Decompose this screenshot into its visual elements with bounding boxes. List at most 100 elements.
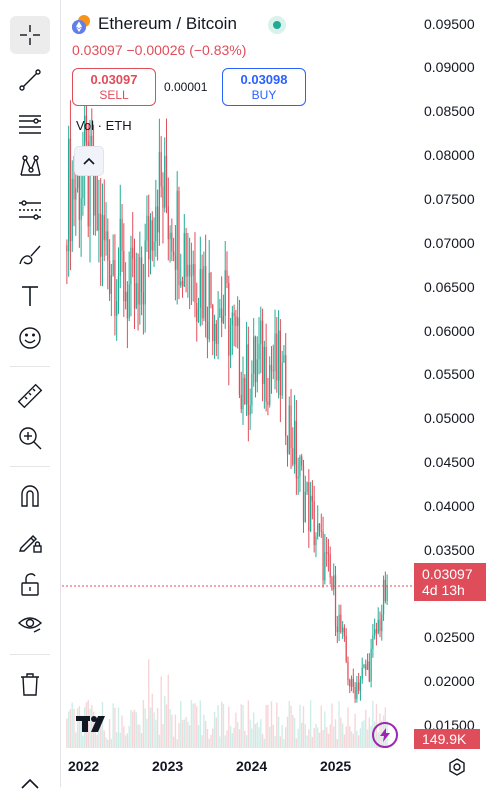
crosshair-icon[interactable] bbox=[10, 16, 50, 54]
candle-body bbox=[361, 667, 363, 680]
chevron-up-icon[interactable] bbox=[8, 764, 52, 800]
forecast-icon[interactable] bbox=[8, 192, 52, 228]
candle-body bbox=[130, 247, 132, 285]
sell-price: 0.03097 bbox=[90, 72, 138, 87]
candle-body bbox=[242, 377, 244, 410]
volume-bar bbox=[146, 718, 148, 748]
candle-body bbox=[162, 186, 164, 208]
price-tick: 0.07000 bbox=[424, 234, 475, 251]
time-tick: 2023 bbox=[152, 758, 184, 774]
candle-body bbox=[69, 138, 72, 242]
volume-bar bbox=[91, 705, 93, 748]
volume-bar bbox=[324, 711, 326, 748]
candle-body bbox=[302, 465, 305, 523]
volume-bar bbox=[331, 703, 333, 748]
candle-body bbox=[343, 627, 346, 636]
lock-drawing-icon[interactable] bbox=[8, 522, 52, 558]
candle-body bbox=[217, 317, 219, 344]
trash-icon[interactable] bbox=[8, 666, 52, 702]
volume-bar bbox=[293, 717, 296, 748]
volume-bar bbox=[260, 719, 262, 748]
brush-icon[interactable] bbox=[8, 236, 52, 272]
volume-bar bbox=[343, 734, 346, 748]
volume-bar bbox=[78, 706, 81, 748]
volume-bar bbox=[256, 722, 258, 748]
volume-bar bbox=[302, 706, 305, 748]
volume-bar bbox=[370, 725, 372, 748]
price-tick: 0.02000 bbox=[424, 673, 475, 690]
price-tick: 0.04000 bbox=[424, 497, 475, 514]
volume-bar bbox=[274, 735, 276, 748]
emoji-icon[interactable] bbox=[8, 320, 52, 356]
volume-bar bbox=[67, 711, 70, 748]
volume-bar bbox=[320, 705, 322, 748]
xabcd-pattern-icon[interactable] bbox=[8, 148, 52, 184]
pair-title[interactable]: Ethereum / Bitcoin bbox=[98, 14, 237, 33]
candle-body bbox=[212, 305, 214, 342]
volume-bar bbox=[338, 701, 340, 748]
settings-icon[interactable] bbox=[446, 756, 468, 778]
candle-body bbox=[265, 346, 267, 402]
ruler-icon[interactable] bbox=[8, 378, 52, 414]
price-tick: 0.05000 bbox=[424, 410, 475, 427]
chevron-up-icon bbox=[83, 157, 95, 165]
volume-bar bbox=[201, 735, 203, 748]
volume-bar bbox=[158, 734, 161, 748]
volume-bar bbox=[322, 730, 324, 748]
toolbar-separator bbox=[10, 366, 50, 367]
volume-bar bbox=[194, 703, 196, 748]
price-tick: 0.06500 bbox=[424, 278, 475, 295]
candle-body bbox=[315, 536, 317, 546]
candle-body bbox=[158, 151, 161, 233]
candle-body bbox=[318, 523, 321, 531]
price-tick: 0.07500 bbox=[424, 190, 475, 207]
candle-body bbox=[365, 664, 367, 670]
volume-bar bbox=[228, 706, 230, 748]
candle-body bbox=[229, 325, 232, 356]
price-chart[interactable] bbox=[62, 0, 414, 787]
volume-bar bbox=[336, 739, 339, 748]
candle-body bbox=[283, 355, 285, 363]
candle-body bbox=[309, 495, 312, 531]
volume-bar bbox=[361, 721, 363, 748]
time-tick: 2025 bbox=[320, 758, 352, 774]
candle-body bbox=[176, 190, 178, 270]
price-tick: 0.08000 bbox=[424, 147, 475, 164]
volume-bar bbox=[333, 726, 335, 748]
candlestick-series bbox=[66, 87, 388, 703]
candle-body bbox=[221, 308, 223, 323]
candle-body bbox=[142, 292, 145, 305]
text-icon[interactable] bbox=[8, 278, 52, 314]
fib-retracement-icon[interactable] bbox=[8, 106, 52, 142]
magnet-icon[interactable] bbox=[8, 478, 52, 514]
volume-bar bbox=[219, 736, 221, 748]
volume-bar bbox=[372, 700, 374, 748]
candle-body bbox=[247, 344, 249, 416]
candle-body bbox=[135, 283, 137, 309]
collapse-legend-button[interactable] bbox=[74, 146, 104, 176]
candle-body bbox=[375, 629, 378, 634]
volume-bar bbox=[187, 721, 189, 748]
candle-body bbox=[201, 269, 203, 319]
candle-body bbox=[87, 141, 89, 227]
sell-button[interactable]: 0.03097 SELL bbox=[72, 68, 156, 106]
volume-bar bbox=[297, 728, 299, 748]
zoom-in-icon[interactable] bbox=[8, 420, 52, 456]
candle-body bbox=[267, 401, 269, 405]
candle-body bbox=[374, 629, 376, 636]
candle-body bbox=[279, 330, 281, 396]
trend-line-icon[interactable] bbox=[8, 62, 52, 98]
candle-body bbox=[137, 283, 139, 305]
candle-body bbox=[342, 627, 344, 633]
candle-body bbox=[189, 264, 191, 276]
volume-bar bbox=[272, 724, 274, 748]
candle-body bbox=[190, 275, 193, 277]
candle-body bbox=[89, 135, 91, 227]
candle-body bbox=[165, 155, 168, 207]
eye-icon[interactable] bbox=[8, 606, 52, 642]
unlock-icon[interactable] bbox=[8, 566, 52, 602]
buy-button[interactable]: 0.03098 BUY bbox=[222, 68, 306, 106]
candle-body bbox=[219, 308, 221, 318]
lightning-icon[interactable] bbox=[372, 722, 398, 748]
spread-value: 0.00001 bbox=[164, 80, 208, 94]
